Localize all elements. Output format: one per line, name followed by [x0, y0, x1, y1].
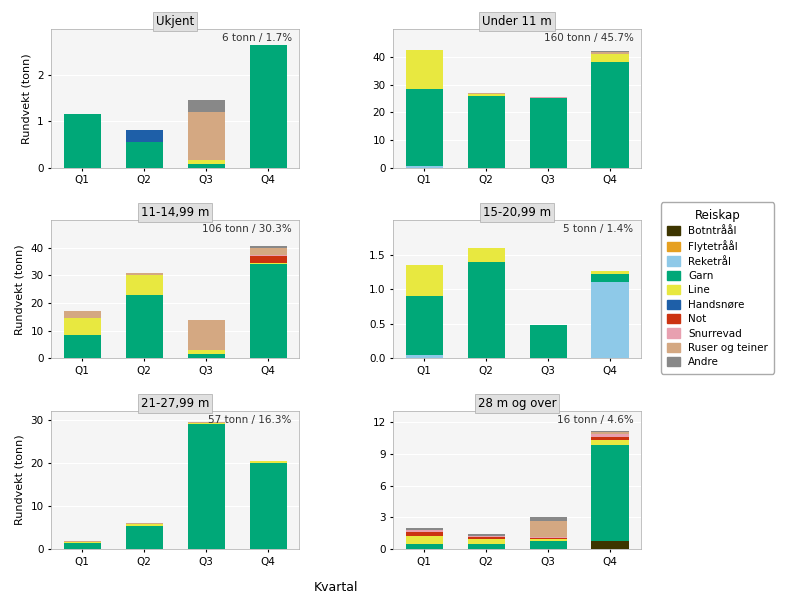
Bar — [591, 432, 629, 434]
Bar — [591, 440, 629, 445]
Bar — [126, 526, 163, 550]
Bar — [467, 94, 505, 95]
Bar — [467, 535, 505, 536]
Text: 106 tonn / 30.3%: 106 tonn / 30.3% — [202, 224, 292, 234]
Bar — [591, 434, 629, 437]
Bar — [250, 248, 286, 254]
Bar — [591, 54, 629, 62]
Bar — [530, 539, 566, 541]
Y-axis label: Rundvekt (tonn): Rundvekt (tonn) — [22, 53, 31, 143]
Bar — [530, 536, 566, 538]
Bar — [530, 98, 566, 167]
Bar — [250, 256, 286, 263]
Bar — [467, 539, 505, 544]
Bar — [591, 437, 629, 440]
Text: 160 tonn / 45.7%: 160 tonn / 45.7% — [544, 34, 634, 43]
Bar — [467, 544, 505, 550]
Bar — [591, 431, 629, 432]
Bar — [187, 100, 225, 112]
Bar — [591, 271, 629, 274]
Bar — [406, 89, 442, 166]
Bar — [591, 274, 629, 283]
Bar — [406, 355, 442, 358]
Bar — [250, 247, 286, 248]
Title: Ukjent: Ukjent — [156, 15, 194, 28]
Title: 28 m og over: 28 m og over — [478, 397, 557, 410]
Bar — [530, 325, 566, 358]
Bar — [530, 517, 566, 521]
Bar — [64, 541, 101, 542]
Bar — [64, 319, 101, 335]
Bar — [467, 248, 505, 262]
Bar — [530, 521, 566, 536]
Bar — [406, 296, 442, 355]
Bar — [406, 544, 442, 550]
Bar — [406, 528, 442, 530]
Bar — [64, 335, 101, 358]
Bar — [187, 354, 225, 358]
Y-axis label: Rundvekt (tonn): Rundvekt (tonn) — [15, 244, 25, 335]
Bar — [591, 541, 629, 550]
Bar — [64, 311, 101, 319]
Text: 57 tonn / 16.3%: 57 tonn / 16.3% — [208, 415, 292, 425]
Bar — [187, 160, 225, 164]
Bar — [250, 463, 286, 550]
Bar — [126, 524, 163, 526]
Title: Under 11 m: Under 11 m — [482, 15, 552, 28]
Bar — [187, 350, 225, 354]
Bar — [530, 97, 566, 98]
Bar — [64, 543, 101, 550]
Bar — [406, 532, 442, 536]
Bar — [591, 283, 629, 358]
Title: 21-27,99 m: 21-27,99 m — [141, 397, 210, 410]
Text: 6 tonn / 1.7%: 6 tonn / 1.7% — [222, 34, 292, 43]
Bar — [187, 422, 225, 424]
Bar — [467, 93, 505, 94]
Bar — [406, 166, 442, 167]
Title: 15-20,99 m: 15-20,99 m — [483, 206, 551, 219]
Bar — [250, 254, 286, 256]
Bar — [126, 130, 163, 142]
Bar — [406, 536, 442, 544]
Y-axis label: Rundvekt (tonn): Rundvekt (tonn) — [15, 435, 25, 526]
Bar — [250, 46, 286, 167]
Bar — [250, 263, 286, 265]
Bar — [250, 461, 286, 463]
Bar — [591, 445, 629, 541]
Bar — [591, 62, 629, 167]
Bar — [187, 164, 225, 167]
Bar — [591, 52, 629, 54]
Bar — [126, 142, 163, 167]
Bar — [530, 541, 566, 550]
Bar — [187, 320, 225, 350]
Bar — [187, 424, 225, 550]
Bar — [467, 536, 505, 539]
Legend: Botntråål, Flytetråål, Reketrål, Garn, Line, Handsnøre, Not, Snurrevad, Ruser og: Botntråål, Flytetråål, Reketrål, Garn, L… — [662, 202, 774, 374]
Title: 11-14,99 m: 11-14,99 m — [141, 206, 210, 219]
Bar — [406, 265, 442, 296]
Bar — [406, 50, 442, 89]
Text: 5 tonn / 1.4%: 5 tonn / 1.4% — [563, 224, 634, 234]
Bar — [126, 523, 163, 524]
Bar — [250, 265, 286, 358]
Bar — [64, 542, 101, 543]
Text: Kvartal: Kvartal — [314, 581, 358, 594]
Bar — [467, 262, 505, 358]
Bar — [126, 275, 163, 295]
Bar — [530, 538, 566, 539]
Bar — [406, 530, 442, 532]
Bar — [126, 295, 163, 358]
Bar — [187, 112, 225, 160]
Bar — [467, 95, 505, 167]
Text: 16 tonn / 4.6%: 16 tonn / 4.6% — [557, 415, 634, 425]
Bar — [64, 115, 101, 167]
Bar — [126, 272, 163, 275]
